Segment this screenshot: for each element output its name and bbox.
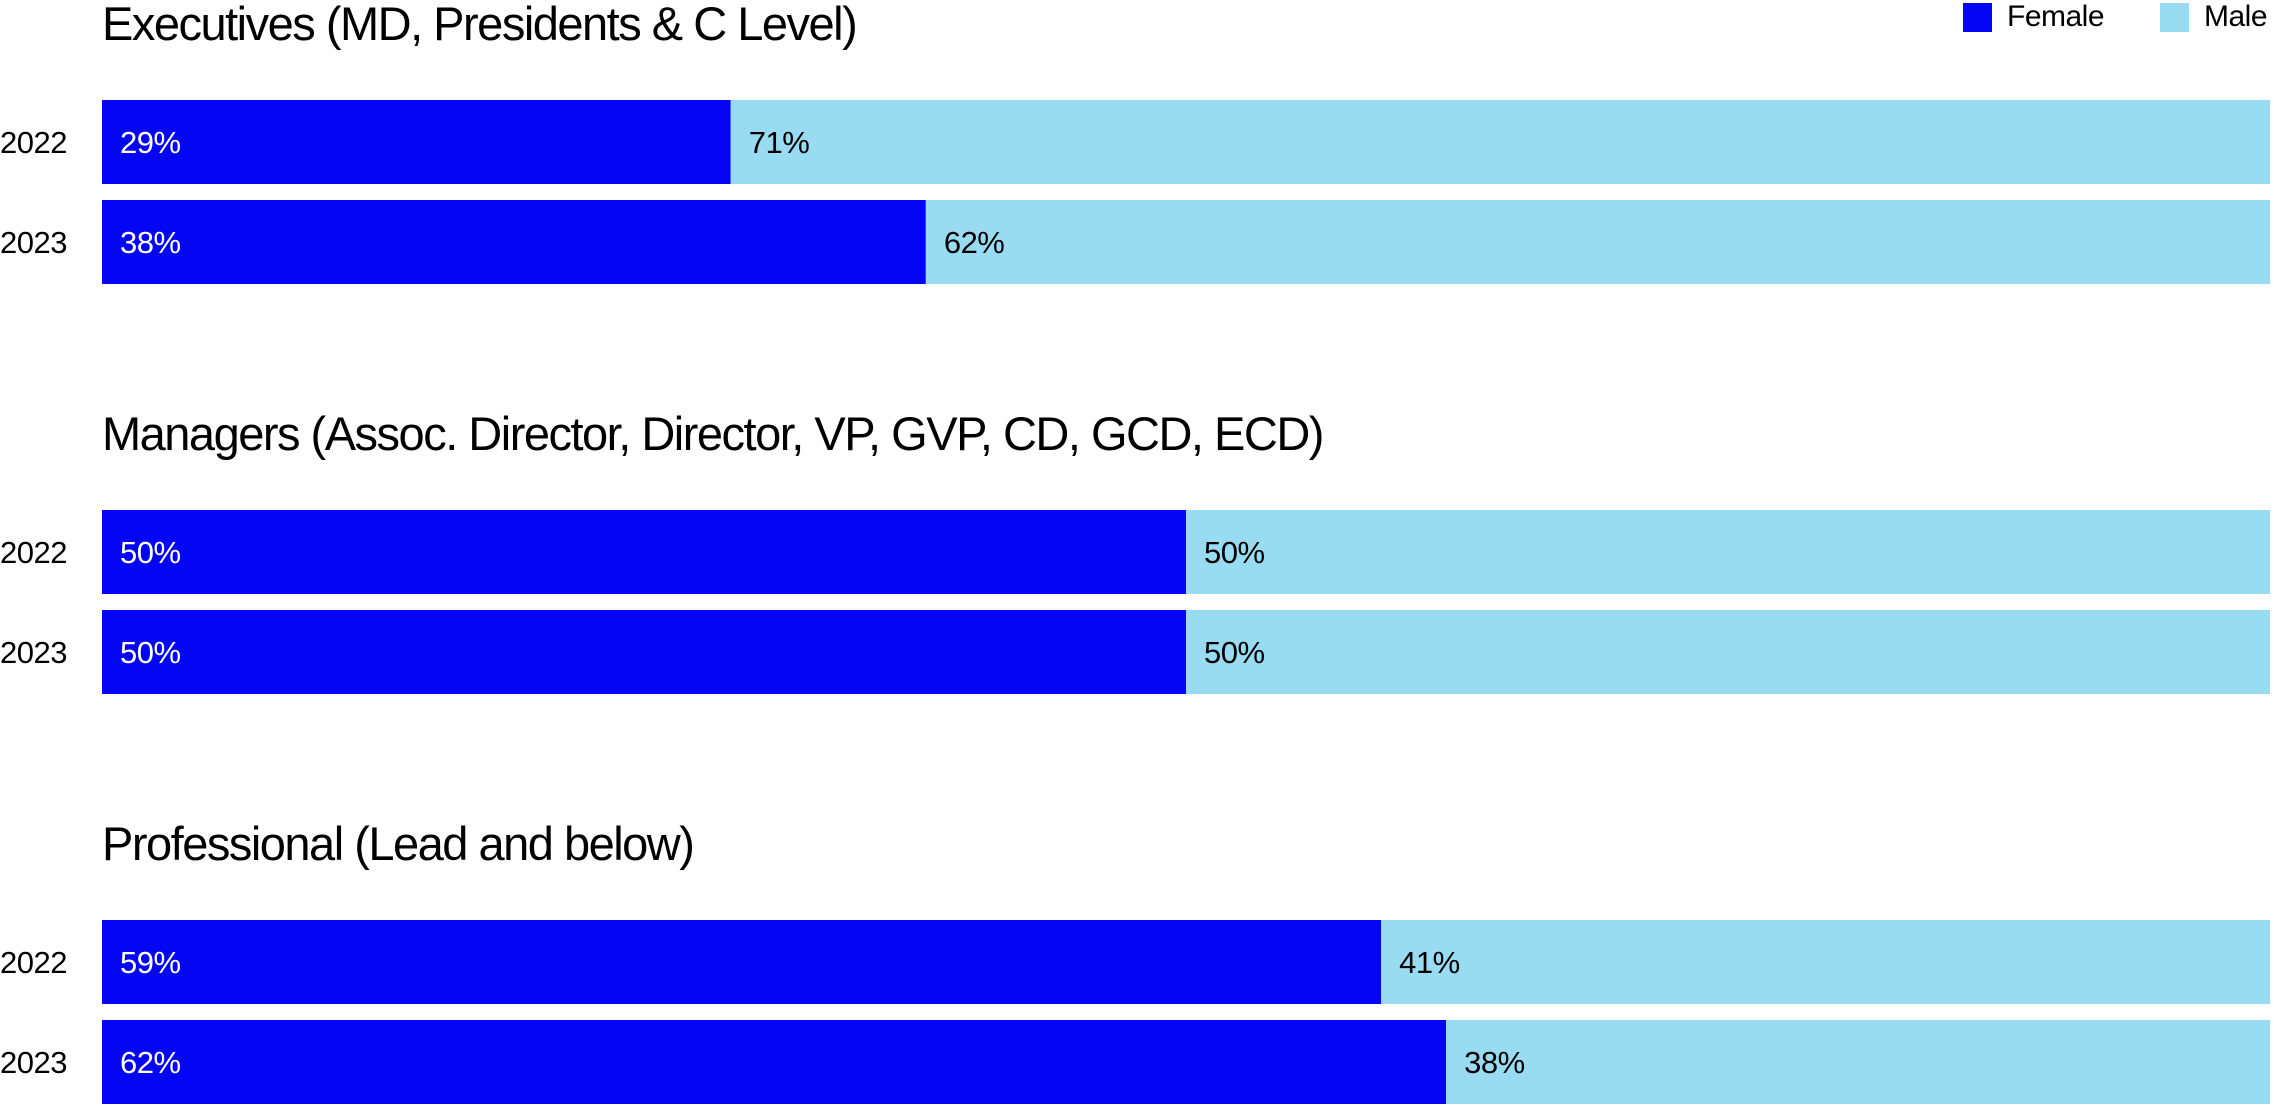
legend: Female Male — [1963, 0, 2268, 33]
category-label: 2022 — [0, 535, 67, 570]
bar-male-2023 — [1446, 1020, 2270, 1104]
data-label-female-2023: 38% — [120, 225, 181, 260]
category-label: 2022 — [0, 945, 67, 980]
data-label-male-2023: 62% — [944, 225, 1005, 260]
bar-male-2022 — [730, 100, 2270, 184]
legend-label-male: Male — [2204, 0, 2267, 33]
data-label-female-2022: 29% — [120, 125, 181, 160]
chart-title: Executives (MD, Presidents & C Level) — [102, 0, 856, 50]
bar-male-2023 — [925, 200, 2270, 284]
bar-male-2022 — [1186, 510, 2270, 594]
bar-male-2022 — [1381, 920, 2270, 1004]
bar-row-2022: 2022 59% 41% — [0, 920, 2270, 1004]
data-label-male-2023: 50% — [1204, 635, 1265, 670]
bar-female-2022 — [102, 510, 1186, 594]
data-label-male-2022: 41% — [1399, 945, 1460, 980]
chart-title: Managers (Assoc. Director, Director, VP,… — [102, 407, 1323, 460]
legend-swatch-male — [2160, 3, 2189, 32]
chart-section-2: Managers (Assoc. Director, Director, VP,… — [0, 407, 2270, 694]
bar-row-2022: 2022 50% 50% — [0, 510, 2270, 594]
legend-swatch-female — [1963, 3, 1992, 32]
data-label-male-2022: 50% — [1204, 535, 1265, 570]
bar-row-2023: 2023 62% 38% — [0, 1020, 2270, 1104]
bar-row-2023: 2023 38% 62% — [0, 200, 2270, 284]
bar-female-2022 — [102, 100, 731, 184]
bar-female-2022 — [102, 920, 1382, 1004]
data-label-female-2023: 62% — [120, 1045, 181, 1080]
bar-row-2023: 2023 50% 50% — [0, 610, 2270, 694]
data-label-male-2022: 71% — [749, 125, 810, 160]
legend-label-female: Female — [2007, 0, 2104, 33]
data-label-male-2023: 38% — [1464, 1045, 1525, 1080]
bar-male-2023 — [1186, 610, 2270, 694]
chart-section-1: Executives (MD, Presidents & C Level) 202… — [0, 0, 2270, 284]
category-label: 2023 — [0, 635, 67, 670]
bar-female-2023 — [102, 200, 926, 284]
bar-row-2022: 2022 29% 71% — [0, 100, 2270, 184]
chart-title: Professional (Lead and below) — [102, 817, 693, 870]
category-label: 2023 — [0, 225, 67, 260]
data-label-female-2022: 59% — [120, 945, 181, 980]
data-label-female-2023: 50% — [120, 635, 181, 670]
bar-female-2023 — [102, 1020, 1447, 1104]
chart-section-3: Professional (Lead and below)2022 59% 41%2… — [0, 817, 2270, 1104]
category-label: 2022 — [0, 125, 67, 160]
data-label-female-2022: 50% — [120, 535, 181, 570]
category-label: 2023 — [0, 1045, 67, 1080]
bar-female-2023 — [102, 610, 1186, 694]
